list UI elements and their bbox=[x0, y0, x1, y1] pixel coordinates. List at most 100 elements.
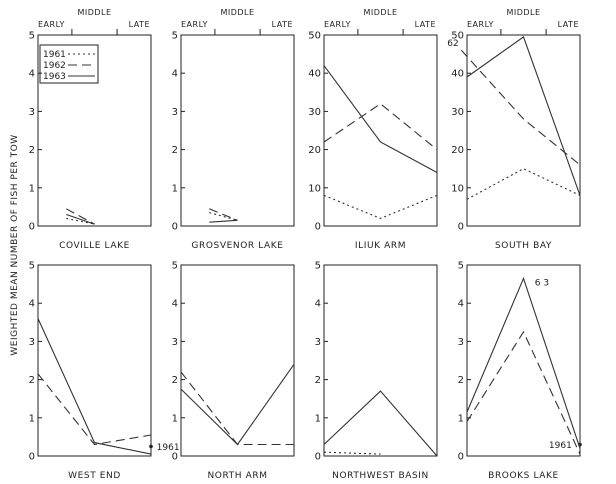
annotation-label: 6 3 bbox=[535, 279, 549, 289]
season-label-late: LATE bbox=[129, 20, 150, 29]
panel-iliuk-arm: 0 10 20 30 40 50 MIDDLE EARLY LATE ILIUK ARM bbox=[308, 8, 438, 251]
series-1961-line bbox=[466, 168, 581, 200]
y-tick-label: 0 bbox=[29, 452, 35, 463]
y-tick-label: 20 bbox=[451, 145, 464, 156]
y-tick-label: 2 bbox=[172, 375, 178, 386]
y-tick-label: 5 bbox=[29, 31, 35, 42]
season-label-middle: MIDDLE bbox=[77, 8, 111, 17]
plot-frame bbox=[180, 264, 295, 457]
panel-grosvenor-lake: 0 1 2 3 4 5 MIDDLE EARLY LATE GROSVENOR LAKE bbox=[172, 8, 295, 251]
y-tick-label: 10 bbox=[451, 183, 464, 194]
panel-title: WEST END bbox=[68, 471, 121, 481]
series-1963-line bbox=[466, 276, 581, 449]
panel-title: SOUTH BAY bbox=[495, 241, 552, 251]
season-label-late: LATE bbox=[558, 20, 579, 29]
legend-label-1961: 1961 bbox=[43, 50, 66, 60]
y-tick-label: 0 bbox=[315, 452, 321, 463]
panel-title: COVILLE LAKE bbox=[59, 241, 130, 251]
y-tick-label: 2 bbox=[458, 375, 464, 386]
y-tick-label: 0 bbox=[172, 452, 178, 463]
season-label-late: LATE bbox=[272, 20, 293, 29]
season-label-middle: MIDDLE bbox=[506, 8, 540, 17]
series-1961-line bbox=[323, 194, 438, 219]
y-tick-label: 4 bbox=[458, 299, 464, 310]
y-tick-label: 1 bbox=[315, 413, 321, 424]
season-label-early: EARLY bbox=[467, 20, 494, 29]
y-tick-label: 3 bbox=[458, 337, 464, 348]
y-tick-label: 1 bbox=[29, 413, 35, 424]
y-tick-label: 2 bbox=[315, 375, 321, 386]
plot-frame bbox=[37, 34, 152, 227]
y-tick-label: 5 bbox=[172, 261, 178, 272]
legend-label-1963: 1963 bbox=[43, 72, 66, 82]
annotation-label: 1961 bbox=[549, 441, 572, 451]
y-tick-label: 5 bbox=[29, 261, 35, 272]
legend-label-1962: 1962 bbox=[43, 61, 66, 71]
y-tick-label: 2 bbox=[29, 375, 35, 386]
y-tick-label: 4 bbox=[29, 299, 35, 310]
season-label-early: EARLY bbox=[324, 20, 351, 29]
legend-box bbox=[39, 44, 99, 84]
y-tick-label: 0 bbox=[315, 222, 321, 233]
series-1962-line bbox=[66, 208, 95, 225]
y-tick-label: 3 bbox=[315, 337, 321, 348]
y-axis-label: WEIGHTED MEAN NUMBER OF FISH PER TOW bbox=[10, 134, 20, 355]
panel-title: BROOKS LAKE bbox=[488, 471, 559, 481]
panel-south-bay: 0 10 20 30 40 50 MIDDLE EARLY LATE 62 SOUTH BAY bbox=[447, 8, 581, 251]
y-tick-label: 3 bbox=[172, 107, 178, 118]
y-tick-label: 4 bbox=[29, 69, 35, 80]
plot-frame bbox=[180, 34, 295, 227]
y-tick-label: 4 bbox=[172, 299, 178, 310]
plot-frame bbox=[37, 264, 152, 457]
series-1962-line bbox=[466, 330, 581, 455]
y-tick-label: 5 bbox=[315, 261, 321, 272]
series-1963-line bbox=[323, 390, 438, 457]
series-1962-line bbox=[37, 373, 152, 446]
y-tick-label: 5 bbox=[458, 261, 464, 272]
series-1963-line bbox=[37, 318, 152, 455]
y-tick-label: 50 bbox=[451, 31, 464, 42]
y-tick-label: 40 bbox=[308, 69, 321, 80]
annotation-label: 62 bbox=[447, 39, 458, 49]
series-1963-line bbox=[209, 219, 238, 223]
y-tick-label: 2 bbox=[172, 145, 178, 156]
series-1962-line bbox=[180, 371, 294, 446]
plot-frame bbox=[323, 34, 438, 227]
y-tick-label: 20 bbox=[308, 145, 321, 156]
panel-north-arm: 0 1 2 3 4 5 NORTH ARM bbox=[172, 261, 295, 481]
season-label-early: EARLY bbox=[38, 20, 65, 29]
y-tick-label: 0 bbox=[172, 222, 178, 233]
y-tick-label: 3 bbox=[29, 337, 35, 348]
annotation-label: 1961 bbox=[157, 443, 180, 453]
y-tick-label: 1 bbox=[29, 183, 35, 194]
series-1963-line bbox=[323, 65, 438, 173]
y-tick-label: 3 bbox=[29, 107, 35, 118]
season-label-early: EARLY bbox=[181, 20, 208, 29]
plot-frame bbox=[323, 264, 438, 457]
panel-brooks-lake: 0 1 2 3 4 5 6 3 1961 BROOKS LAKE bbox=[458, 261, 582, 481]
panel-west-end: 0 1 2 3 4 5 1961 WEST END bbox=[29, 261, 180, 482]
season-label-late: LATE bbox=[415, 20, 436, 29]
panel-title: NORTHWEST BASIN bbox=[332, 471, 429, 481]
season-label-middle: MIDDLE bbox=[363, 8, 397, 17]
panel-northwest-basin: 0 1 2 3 4 5 NORTHWEST BASIN bbox=[315, 261, 438, 481]
panel-title: ILIUK ARM bbox=[355, 241, 406, 251]
y-tick-label: 0 bbox=[458, 452, 464, 463]
y-tick-label: 4 bbox=[172, 69, 178, 80]
plot-frame bbox=[466, 34, 581, 227]
y-tick-label: 0 bbox=[458, 222, 464, 233]
series-1962-line bbox=[460, 49, 581, 166]
panel-title: GROSVENOR LAKE bbox=[191, 241, 283, 251]
y-tick-label: 2 bbox=[29, 145, 35, 156]
y-tick-label: 1 bbox=[458, 413, 464, 424]
series-1961-line bbox=[323, 451, 381, 455]
y-tick-label: 5 bbox=[172, 31, 178, 42]
series-1962-line bbox=[209, 208, 238, 221]
y-tick-label: 50 bbox=[308, 31, 321, 42]
season-label-middle: MIDDLE bbox=[220, 8, 254, 17]
y-tick-label: 1 bbox=[172, 183, 178, 194]
